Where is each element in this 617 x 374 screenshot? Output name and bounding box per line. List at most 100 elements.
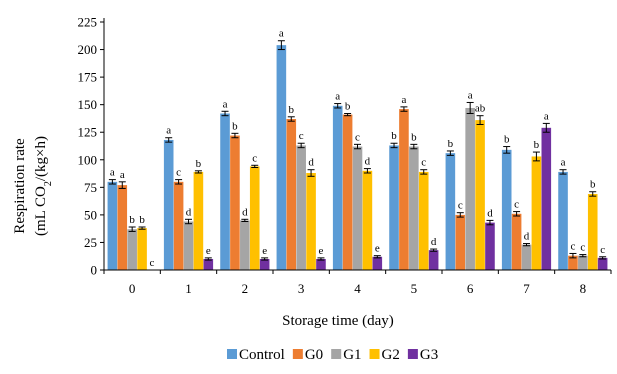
bar-g0-day-0 xyxy=(117,185,128,270)
bar-g1-day-1 xyxy=(183,221,194,270)
bar-g1-day-3 xyxy=(296,145,306,270)
bar-g1-day-8 xyxy=(578,255,588,270)
y-tick-label-100: 100 xyxy=(78,152,98,167)
bar-g1-day-7 xyxy=(521,244,532,270)
legend-label-g2: G2 xyxy=(382,347,400,363)
bar-g1-day-6 xyxy=(465,107,475,271)
y-axis-title-line1: Respiration rate xyxy=(12,138,28,234)
significance-label-g1-day-2: d xyxy=(242,206,248,218)
x-tick-label-5: 5 xyxy=(411,281,418,296)
bar-control-day-6 xyxy=(445,153,456,270)
significance-label-g0-day-3: b xyxy=(289,104,295,116)
bar-control-day-7 xyxy=(501,149,512,270)
significance-label-g1-day-4: c xyxy=(355,131,360,143)
bar-control-day-5 xyxy=(389,145,399,270)
bar-control-day-4 xyxy=(332,105,343,270)
legend-label-g1: G1 xyxy=(343,347,361,363)
bar-g2-day-0 xyxy=(137,228,147,270)
significance-label-g1-day-7: d xyxy=(524,231,530,243)
significance-label-g2-day-4: d xyxy=(365,156,371,168)
legend-swatch-g3 xyxy=(407,349,418,359)
bar-control-day-1 xyxy=(163,139,174,270)
bar-g3-day-2 xyxy=(259,258,270,270)
legend: Control G0 G1 G2 G3 xyxy=(227,347,438,363)
significance-label-g2-day-6: ab xyxy=(475,103,486,115)
y-tick-label-200: 200 xyxy=(78,42,98,57)
bar-g2-day-8 xyxy=(587,193,598,270)
y-tick-label-0: 0 xyxy=(91,263,98,278)
bar-g0-day-7 xyxy=(511,213,522,270)
x-axis-title: Storage time (day) xyxy=(282,313,394,329)
bar-g1-day-4 xyxy=(352,146,363,270)
bar-g2-day-5 xyxy=(418,171,429,270)
significance-label-control-day-1: a xyxy=(166,125,171,137)
bar-g2-day-3 xyxy=(306,173,316,270)
bar-g2-day-6 xyxy=(475,120,485,270)
x-tick-label-2: 2 xyxy=(242,281,249,296)
significance-label-g1-day-0: b xyxy=(129,214,135,226)
x-tick-label-4: 4 xyxy=(354,281,361,296)
bar-g3-day-6 xyxy=(485,222,495,270)
significance-label-control-day-4: a xyxy=(335,91,340,103)
bar-control-day-8 xyxy=(558,171,568,270)
significance-label-g3-day-2: e xyxy=(262,245,267,257)
significance-label-g2-day-7: b xyxy=(534,139,540,151)
bar-control-day-2 xyxy=(220,113,230,271)
significance-label-g0-day-2: b xyxy=(232,120,238,132)
bar-g0-day-2 xyxy=(230,135,240,270)
significance-label-g3-day-7: a xyxy=(544,110,549,122)
significance-label-control-day-0: a xyxy=(110,167,115,179)
y-tick-label-175: 175 xyxy=(78,70,98,85)
significance-label-g3-day-3: e xyxy=(319,245,324,257)
significance-label-control-day-8: a xyxy=(561,157,566,169)
bar-g1-day-2 xyxy=(240,220,250,270)
significance-label-g3-day-8: c xyxy=(600,244,605,256)
significance-label-g1-day-8: c xyxy=(580,242,585,254)
significance-label-g0-day-0: a xyxy=(120,169,125,181)
bar-g2-day-1 xyxy=(193,171,204,270)
x-tick-label-8: 8 xyxy=(580,281,587,296)
y-tick-label-75: 75 xyxy=(84,180,97,195)
bar-g0-day-6 xyxy=(455,214,466,270)
bar-g3-day-8 xyxy=(597,257,608,270)
significance-label-g2-day-3: d xyxy=(308,157,314,169)
bar-g0-day-4 xyxy=(342,114,353,270)
significance-label-g3-day-1: e xyxy=(206,245,211,257)
x-tick-label-7: 7 xyxy=(523,281,530,296)
x-tick-label-0: 0 xyxy=(129,281,136,296)
legend-label-g0: G0 xyxy=(305,347,323,363)
significance-label-control-day-7: b xyxy=(504,134,510,146)
y-axis-title-line2: (mL CO2/(kg×h) xyxy=(33,136,54,236)
bar-g1-day-0 xyxy=(127,229,137,270)
significance-label-control-day-3: a xyxy=(279,28,284,40)
significance-label-g0-day-8: c xyxy=(570,240,575,252)
significance-label-g0-day-4: b xyxy=(345,100,351,112)
significance-label-g3-day-5: d xyxy=(431,236,437,248)
x-tick-label-1: 1 xyxy=(185,281,192,296)
bar-g3-day-4 xyxy=(372,256,383,270)
y-axis-title-subscript: 2 xyxy=(43,181,54,186)
significance-label-g3-day-6: d xyxy=(487,207,493,219)
bar-g3-day-5 xyxy=(428,250,439,270)
significance-label-g0-day-1: c xyxy=(176,167,181,179)
legend-swatch-g2 xyxy=(369,349,380,359)
y-tick-label-25: 25 xyxy=(84,235,97,250)
bar-g0-day-1 xyxy=(173,181,184,270)
bar-g3-day-7 xyxy=(541,127,552,271)
significance-label-g2-day-5: c xyxy=(421,157,426,169)
significance-label-g1-day-6: a xyxy=(468,89,473,101)
bar-g2-day-7 xyxy=(531,156,542,270)
significance-label-g0-day-7: c xyxy=(514,199,519,211)
significance-label-g2-day-8: b xyxy=(590,179,596,191)
significance-label-g1-day-5: b xyxy=(411,131,417,143)
bar-g2-day-2 xyxy=(249,166,260,270)
y-axis-title-suffix: /(kg×h) xyxy=(33,136,49,181)
significance-label-g2-day-1: b xyxy=(196,158,202,170)
significance-label-control-day-6: b xyxy=(448,138,454,150)
significance-label-g2-day-0: b xyxy=(139,214,145,226)
significance-label-control-day-2: a xyxy=(223,98,228,110)
bar-g2-day-4 xyxy=(362,170,373,270)
y-tick-label-50: 50 xyxy=(84,207,97,222)
significance-label-g0-day-6: c xyxy=(458,200,463,212)
